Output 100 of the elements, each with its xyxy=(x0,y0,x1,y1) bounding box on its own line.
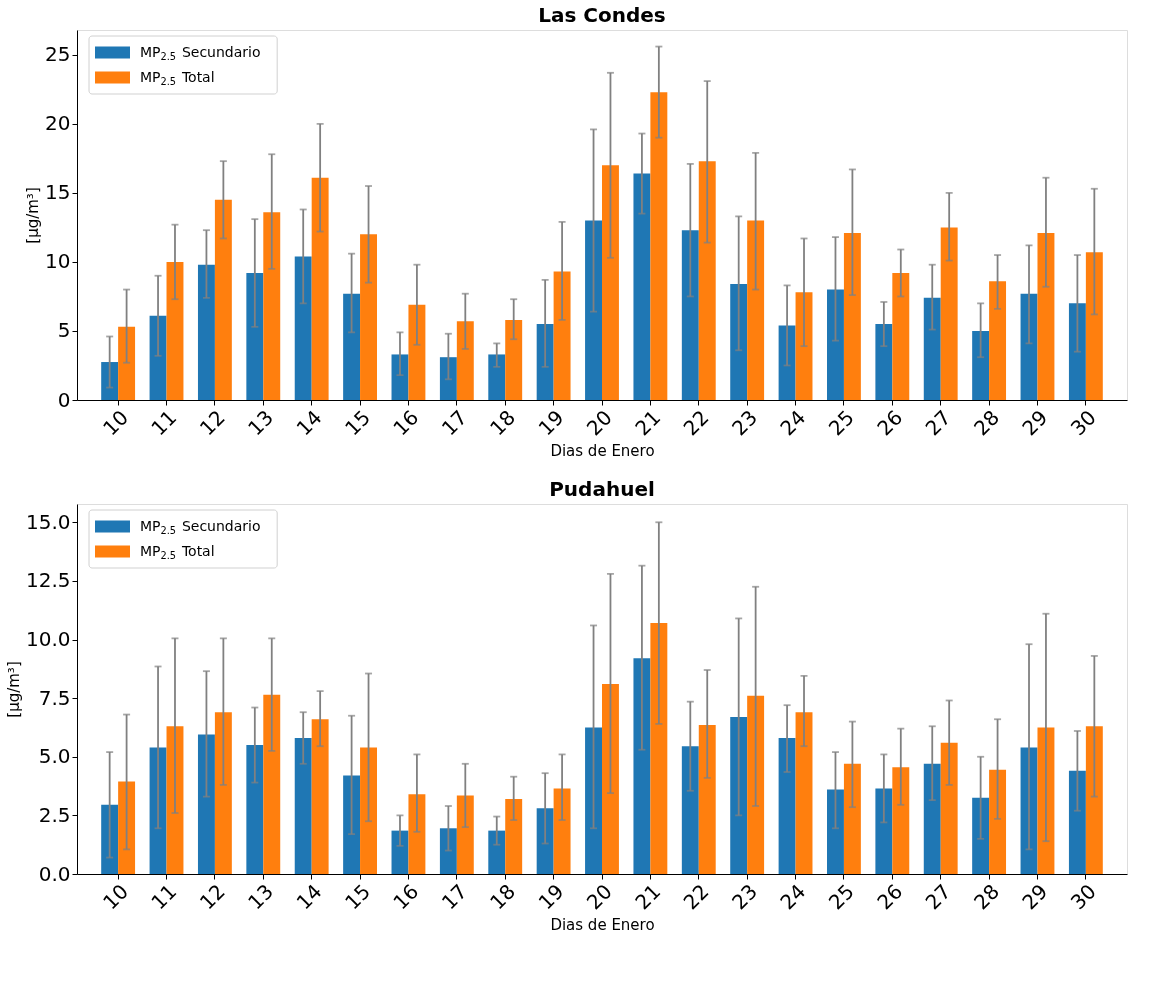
x-axis-title: Dias de Enero xyxy=(550,915,655,934)
x-tick-label: 21 xyxy=(630,879,666,915)
bar xyxy=(923,763,941,874)
x-tick-label: 27 xyxy=(920,405,956,441)
bar xyxy=(391,354,409,400)
bar xyxy=(360,747,377,874)
x-tick-label: 24 xyxy=(775,405,811,441)
bar xyxy=(294,738,312,874)
x-tick-label: 23 xyxy=(727,879,763,915)
y-tick-label: 10 xyxy=(45,249,71,274)
bar xyxy=(1068,303,1086,400)
x-tick-label: 11 xyxy=(146,879,182,915)
bar xyxy=(456,321,474,400)
y-tick-label: 5.0 xyxy=(38,744,71,769)
bar xyxy=(553,788,571,874)
bar xyxy=(408,794,426,874)
y-tick-label: 15.0 xyxy=(25,509,71,534)
x-tick-label: 28 xyxy=(968,879,1004,915)
bar xyxy=(343,775,361,874)
bar xyxy=(585,220,602,400)
x-tick-label: 22 xyxy=(678,879,714,915)
bar xyxy=(1020,293,1038,400)
bar xyxy=(439,828,457,874)
y-tick-label: 15 xyxy=(45,180,71,205)
x-tick-label: 28 xyxy=(968,405,1004,441)
bar xyxy=(311,719,329,874)
bar xyxy=(246,272,264,400)
bar xyxy=(118,326,136,400)
bar xyxy=(505,798,523,874)
bar xyxy=(553,271,571,400)
x-tick-label: 12 xyxy=(194,879,230,915)
bar xyxy=(602,165,619,400)
x-tick-label: 30 xyxy=(1065,405,1101,441)
bar xyxy=(585,727,602,874)
bar xyxy=(214,712,232,874)
bar xyxy=(488,354,506,400)
bar xyxy=(1037,232,1055,400)
bar xyxy=(1085,726,1103,874)
x-tick-label: 26 xyxy=(872,405,908,441)
bar xyxy=(197,264,215,400)
x-tick-label: 24 xyxy=(775,879,811,915)
bar xyxy=(149,747,167,874)
x-tick-label: 25 xyxy=(823,405,859,441)
x-tick-label: 15 xyxy=(339,405,375,441)
bar xyxy=(633,173,651,400)
x-tick-label: 12 xyxy=(194,405,230,441)
y-tick-label: 10.0 xyxy=(25,627,71,652)
bar xyxy=(101,362,119,400)
bar xyxy=(311,177,329,400)
bar xyxy=(505,319,523,400)
x-tick-label: 19 xyxy=(533,405,569,441)
x-tick-label: 16 xyxy=(388,405,424,441)
chart-title: Pudahuel xyxy=(549,477,655,501)
bar xyxy=(360,234,377,400)
bar xyxy=(843,763,861,874)
y-axis-title: [μg/m³] xyxy=(24,187,43,244)
bar xyxy=(101,804,119,874)
x-tick-label: 14 xyxy=(291,405,327,441)
x-tick-label: 10 xyxy=(98,879,133,915)
x-tick-label: 21 xyxy=(630,405,666,441)
bar xyxy=(778,325,796,400)
x-tick-label: 17 xyxy=(436,879,472,915)
x-tick-label: 18 xyxy=(485,405,521,441)
bar xyxy=(730,284,748,400)
y-tick-label: 20 xyxy=(45,111,71,136)
x-tick-label: 17 xyxy=(436,405,472,441)
bar xyxy=(972,330,990,400)
bar xyxy=(166,726,184,874)
bar xyxy=(778,738,796,874)
bar xyxy=(875,324,893,400)
bar xyxy=(795,292,813,400)
x-tick-label: 30 xyxy=(1065,879,1101,915)
y-tick-label: 25 xyxy=(45,42,71,67)
x-tick-label: 22 xyxy=(678,405,714,441)
bar xyxy=(827,789,844,874)
bar xyxy=(892,272,910,400)
bar xyxy=(940,742,958,874)
bar xyxy=(456,795,474,874)
y-tick-label: 2.5 xyxy=(38,802,71,827)
x-tick-label: 18 xyxy=(485,879,521,915)
bar xyxy=(197,734,215,874)
bar xyxy=(149,315,167,400)
x-tick-label: 15 xyxy=(339,879,375,915)
bar xyxy=(650,92,668,400)
bar xyxy=(1037,727,1055,874)
x-tick-label: 20 xyxy=(581,879,617,915)
bar xyxy=(747,220,765,400)
x-tick-label: 20 xyxy=(581,405,617,441)
bar xyxy=(1085,252,1103,400)
x-tick-label: 13 xyxy=(243,879,279,915)
bar xyxy=(681,230,699,400)
y-tick-label: 0.0 xyxy=(38,861,71,886)
x-tick-label: 29 xyxy=(1017,879,1053,915)
y-tick-label: 7.5 xyxy=(38,685,71,710)
x-tick-label: 23 xyxy=(727,405,763,441)
bar xyxy=(923,297,941,400)
chart-title: Las Condes xyxy=(538,3,666,27)
x-tick-label: 27 xyxy=(920,879,956,915)
bar xyxy=(875,788,893,874)
bar xyxy=(989,769,1007,874)
